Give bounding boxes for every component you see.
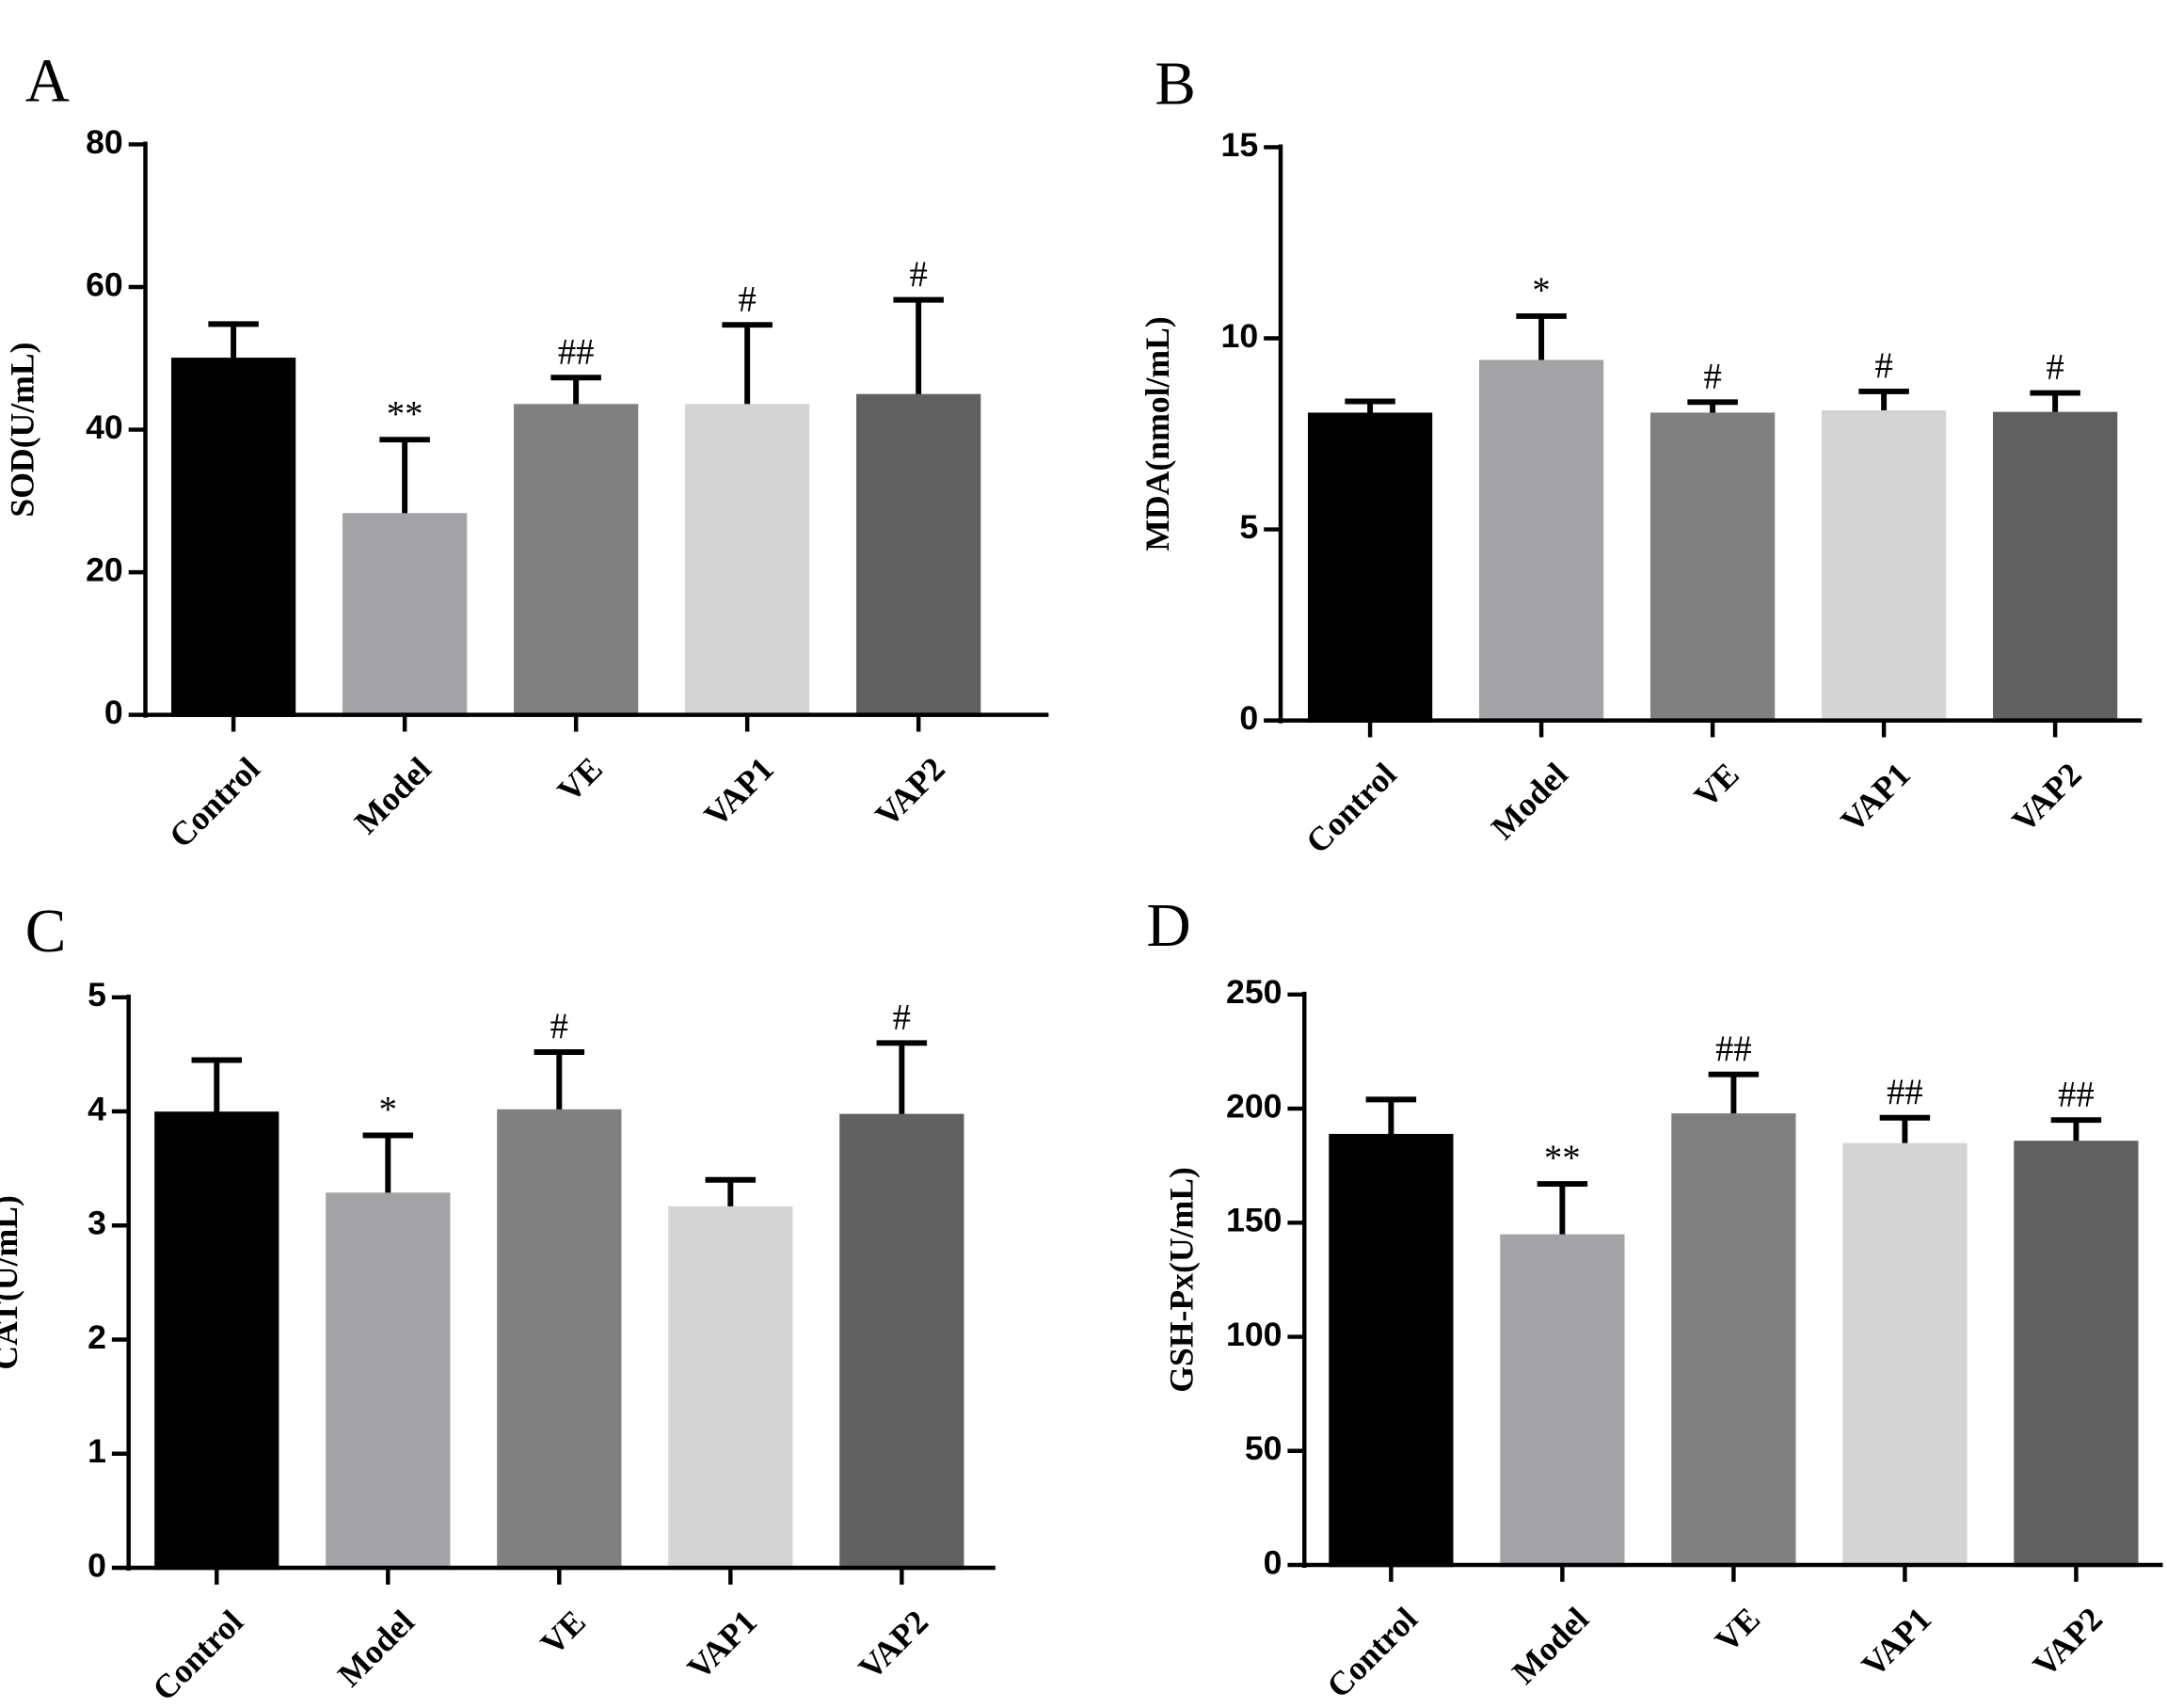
bar xyxy=(326,1192,451,1571)
x-tick-label: Model xyxy=(330,1603,422,1694)
panel-label: A xyxy=(25,47,70,115)
significance-mark: ## xyxy=(1715,1030,1752,1069)
y-tick-label: 0 xyxy=(1239,699,1258,737)
y-tick-label: 5 xyxy=(88,976,106,1014)
y-tick-label: 100 xyxy=(1226,1316,1282,1353)
bar xyxy=(1649,412,1776,723)
bar xyxy=(171,358,296,717)
x-tick-label: VAP1 xyxy=(696,750,780,834)
significance-mark: ** xyxy=(1544,1139,1581,1178)
y-axis-label: SOD(U/mL) xyxy=(4,342,41,517)
y-axis-label: MDA(nmol/mL) xyxy=(1139,316,1176,551)
bar xyxy=(1500,1234,1625,1568)
x-tick-label: VAP2 xyxy=(2004,756,2088,839)
bar xyxy=(685,404,810,717)
panel-label: B xyxy=(1155,50,1196,118)
y-axis-label: CAT(U/mL) xyxy=(0,1195,24,1369)
y-tick-label: 40 xyxy=(86,408,123,446)
bar xyxy=(2014,1141,2139,1568)
y-tick-label: 150 xyxy=(1226,1202,1282,1239)
bar xyxy=(856,393,981,717)
y-tick-label: 3 xyxy=(88,1205,106,1242)
significance-mark: ## xyxy=(558,332,595,372)
y-axis-label: GSH-Px(U/mL) xyxy=(1162,1167,1200,1393)
significance-mark: ** xyxy=(387,394,423,434)
bar xyxy=(1822,410,1947,723)
y-tick-label: 10 xyxy=(1221,317,1259,355)
x-tick-label: Model xyxy=(1484,756,1575,847)
panel-label: D xyxy=(1146,892,1190,960)
y-tick-label: 20 xyxy=(86,551,123,589)
bar xyxy=(1478,359,1604,723)
y-tick-label: 1 xyxy=(88,1432,106,1470)
bar xyxy=(668,1205,793,1571)
significance-mark: ## xyxy=(2058,1075,2095,1114)
x-tick-label: VE xyxy=(550,750,609,809)
significance-mark: * xyxy=(1532,271,1550,311)
x-tick-label: Model xyxy=(347,750,438,841)
x-tick-label: Control xyxy=(162,750,267,855)
x-tick-label: VAP1 xyxy=(1855,1600,1938,1684)
bar xyxy=(343,513,468,717)
bar xyxy=(1307,412,1433,723)
y-tick-label: 50 xyxy=(1245,1429,1283,1467)
x-tick-label: VAP1 xyxy=(1833,756,1917,839)
significance-mark: # xyxy=(2046,348,2063,388)
y-tick-label: 0 xyxy=(88,1546,106,1584)
x-tick-label: VE xyxy=(534,1603,593,1662)
significance-mark: ## xyxy=(1887,1073,1923,1112)
y-tick-label: 60 xyxy=(86,265,123,303)
bar xyxy=(1329,1133,1454,1568)
significance-mark: # xyxy=(893,998,911,1037)
bar xyxy=(1842,1142,1968,1568)
bar xyxy=(154,1111,279,1571)
significance-mark: * xyxy=(379,1091,397,1130)
x-tick-label: Control xyxy=(1319,1600,1425,1705)
y-tick-label: 5 xyxy=(1239,508,1258,546)
x-tick-label: Model xyxy=(1505,1600,1596,1691)
y-tick-label: 15 xyxy=(1221,126,1259,164)
bar xyxy=(514,404,639,717)
x-tick-label: VAP1 xyxy=(680,1603,764,1686)
x-tick-label: Control xyxy=(145,1603,250,1708)
y-tick-label: 2 xyxy=(88,1318,106,1356)
x-tick-label: Control xyxy=(1299,756,1404,861)
y-tick-label: 80 xyxy=(86,123,123,161)
bar xyxy=(497,1109,622,1571)
bar xyxy=(1993,411,2118,723)
significance-mark: # xyxy=(550,1007,568,1046)
panel-label: C xyxy=(25,898,67,966)
bar xyxy=(839,1113,964,1571)
significance-mark: # xyxy=(1703,357,1721,396)
x-tick-label: VE xyxy=(1686,756,1745,815)
y-tick-label: 4 xyxy=(88,1090,106,1127)
bar xyxy=(1671,1113,1796,1568)
x-tick-label: VAP2 xyxy=(852,1603,935,1686)
x-tick-label: VE xyxy=(1708,1600,1767,1659)
y-tick-label: 0 xyxy=(1264,1543,1283,1581)
significance-mark: # xyxy=(910,255,928,295)
y-tick-label: 250 xyxy=(1226,973,1282,1011)
significance-mark: # xyxy=(1874,346,1892,386)
y-tick-label: 200 xyxy=(1226,1087,1282,1125)
significance-mark: # xyxy=(739,279,757,319)
y-tick-label: 0 xyxy=(104,694,123,731)
x-tick-label: VAP2 xyxy=(2026,1600,2110,1684)
x-tick-label: VAP2 xyxy=(868,750,951,834)
